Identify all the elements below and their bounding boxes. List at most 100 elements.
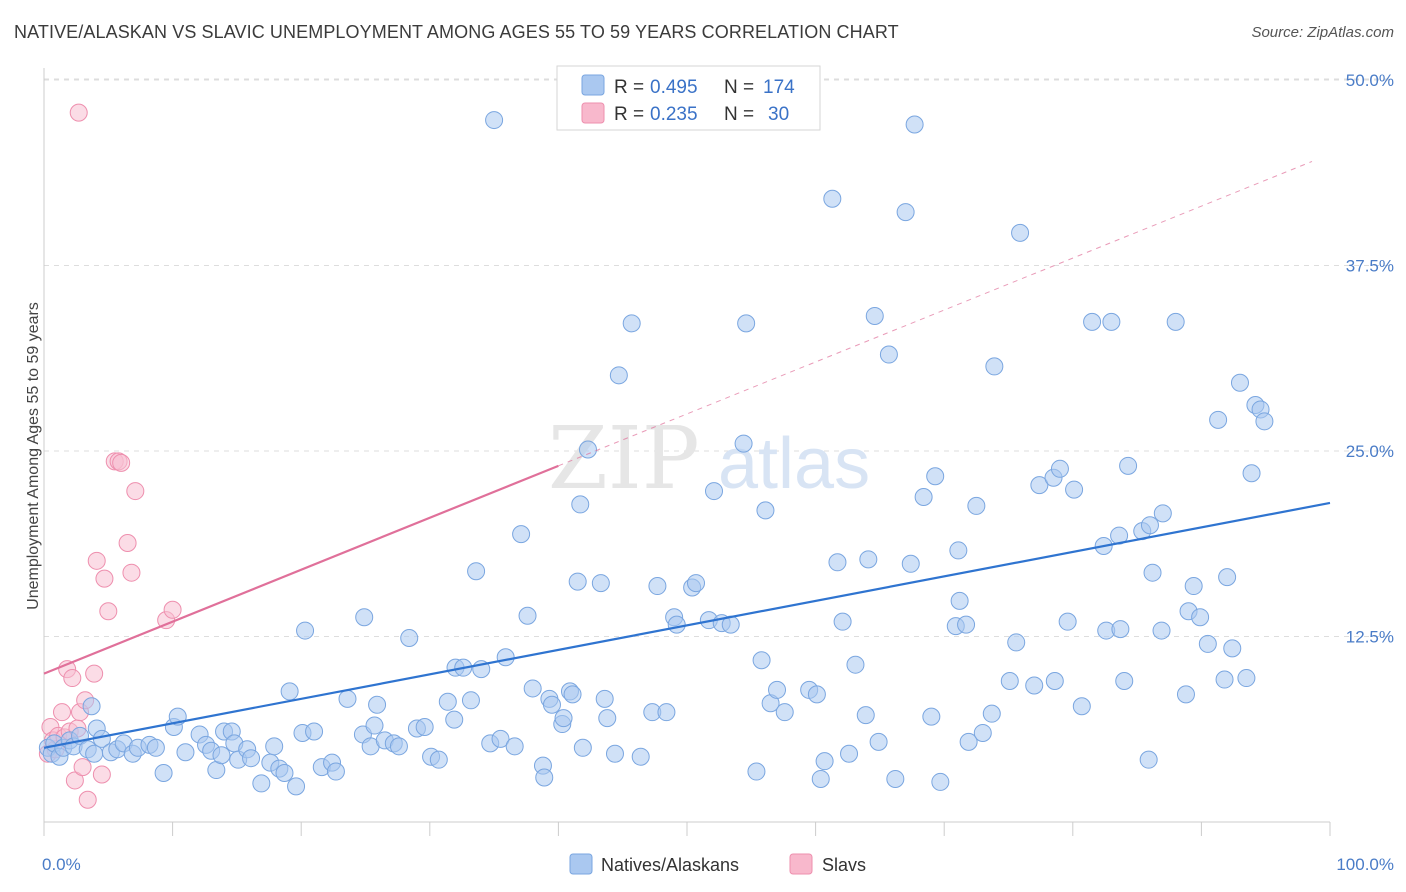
slavs-point-16 [85, 664, 104, 683]
natives-point-148 [1007, 633, 1026, 652]
natives-point-37 [265, 737, 284, 756]
natives-point-53 [368, 695, 387, 714]
natives-point-151 [1030, 476, 1049, 495]
bottom-legend: Natives/Alaskans Slavs [569, 853, 866, 875]
natives-point-10 [85, 744, 104, 763]
natives-point-107 [734, 434, 753, 453]
natives-point-110 [752, 651, 771, 670]
natives-point-97 [648, 577, 667, 596]
axes: 12.5% 25.0% 37.5% 50.0% 0.0% 100.0% [42, 68, 1394, 874]
grid-lines [44, 78, 1392, 637]
natives-point-164 [1115, 672, 1134, 691]
slavs-point-5 [53, 703, 72, 722]
natives-point-119 [815, 752, 834, 771]
watermark-zip: ZIP [548, 409, 700, 509]
legend-swatch-natives [581, 74, 605, 96]
natives-point-62 [438, 692, 457, 711]
natives-point-87 [573, 738, 592, 757]
legend-n-value-slavs: 30 [768, 104, 789, 125]
natives-point-40 [280, 682, 299, 701]
natives-point-61 [429, 750, 448, 769]
natives-point-63 [445, 710, 464, 729]
natives-point-135 [922, 707, 941, 726]
natives-point-82 [554, 709, 573, 728]
natives-point-154 [1050, 459, 1069, 478]
y-tick-label-1: 25.0% [1346, 442, 1394, 461]
legend-r-value-slavs: 0.235 [650, 104, 698, 125]
natives-point-133 [905, 115, 924, 134]
natives-point-56 [389, 737, 408, 756]
watermark: ZIP atlas [548, 409, 870, 509]
y-tick-label-3: 50.0% [1346, 71, 1394, 90]
slavs-point-18 [95, 569, 114, 588]
natives-point-182 [1230, 373, 1249, 392]
slavs-point-23 [118, 534, 137, 553]
natives-point-85 [568, 572, 587, 591]
natives-point-93 [609, 366, 628, 385]
natives-point-142 [959, 732, 978, 751]
natives-point-72 [496, 648, 515, 667]
slavs-trend-extension [558, 161, 1313, 467]
natives-point-158 [1083, 312, 1102, 331]
natives-point-121 [828, 553, 847, 572]
x-tick-label-0: 0.0% [42, 855, 81, 874]
slavs-point-15 [78, 790, 97, 809]
natives-point-163 [1111, 620, 1130, 639]
natives-point-94 [622, 314, 641, 333]
legend: R = 0.495 N = 174 R = 0.235 N = 30 [556, 65, 821, 131]
natives-point-128 [869, 732, 888, 751]
natives-point-168 [1140, 516, 1159, 535]
natives-point-183 [1237, 669, 1256, 688]
natives-point-161 [1102, 312, 1121, 331]
natives-point-71 [491, 729, 510, 748]
natives-point-125 [856, 706, 875, 725]
legend-r-label-slavs: R = [614, 104, 644, 125]
trend-lines [43, 161, 1331, 749]
natives-point-67 [467, 562, 486, 581]
natives-point-113 [768, 680, 787, 699]
natives-point-172 [1166, 312, 1185, 331]
legend-n-label-slavs: N = [724, 104, 754, 125]
chart-title: NATIVE/ALASKAN VS SLAVIC UNEMPLOYMENT AM… [14, 22, 899, 42]
natives-point-59 [415, 718, 434, 737]
natives-point-100 [667, 615, 686, 634]
natives-point-136 [926, 467, 945, 486]
slavs-trend-line [43, 464, 559, 675]
natives-point-9 [82, 697, 101, 716]
y-axis-label: Unemployment Among Ages 55 to 59 years [25, 302, 42, 610]
natives-point-92 [605, 744, 624, 763]
natives-point-122 [833, 612, 852, 631]
natives-point-157 [1072, 697, 1091, 716]
natives-point-176 [1191, 608, 1210, 627]
natives-point-181 [1223, 639, 1242, 658]
natives-point-102 [687, 574, 706, 593]
natives-point-145 [982, 704, 1001, 723]
slavs-point-22 [112, 453, 131, 472]
natives-point-123 [840, 744, 859, 763]
bottom-legend-swatch-slavs [789, 853, 813, 875]
natives-point-80 [542, 695, 561, 714]
x-tick-label-1: 100.0% [1336, 855, 1394, 874]
natives-point-76 [523, 679, 542, 698]
natives-point-137 [931, 772, 950, 791]
natives-point-177 [1198, 634, 1217, 653]
natives-point-48 [338, 689, 357, 708]
natives-point-39 [275, 764, 294, 783]
natives-point-52 [365, 716, 384, 735]
natives-point-78 [535, 768, 554, 787]
natives-point-187 [1255, 412, 1274, 431]
natives-point-114 [775, 703, 794, 722]
natives-point-108 [737, 314, 756, 333]
natives-point-127 [865, 306, 884, 325]
natives-point-44 [305, 722, 324, 741]
source-credit: Source: ZipAtlas.com [1251, 24, 1394, 41]
natives-point-66 [461, 691, 480, 710]
natives-point-88 [578, 440, 597, 459]
natives-point-130 [886, 769, 905, 788]
natives-point-184 [1242, 464, 1261, 483]
natives-point-149 [1011, 223, 1030, 242]
natives-point-84 [563, 685, 582, 704]
natives-point-178 [1209, 410, 1228, 429]
natives-points [38, 71, 1274, 796]
natives-point-171 [1153, 504, 1172, 523]
